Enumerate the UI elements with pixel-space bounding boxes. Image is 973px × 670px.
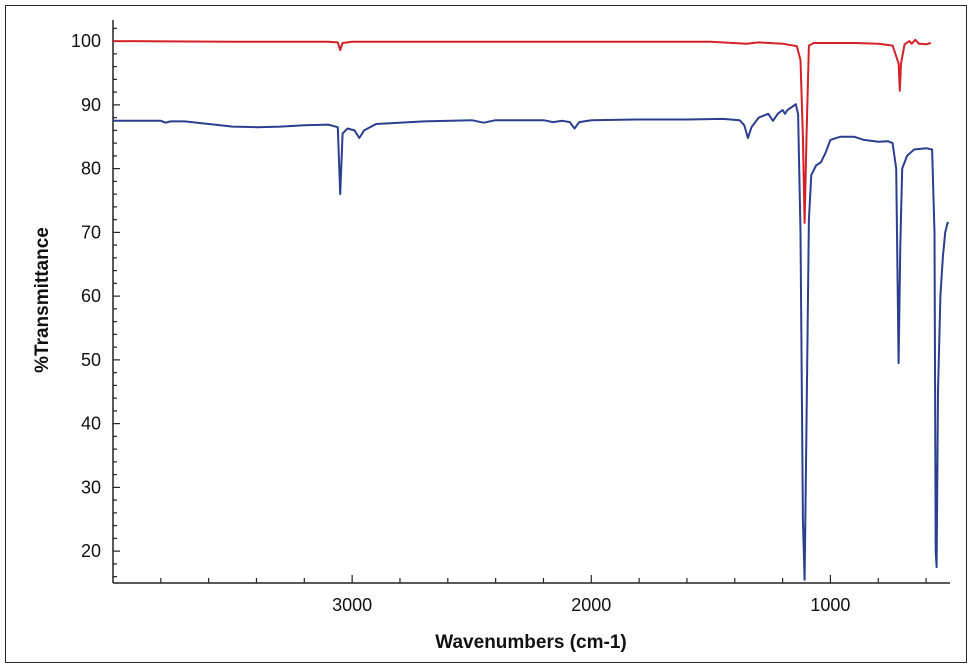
y-tick-label: 20 bbox=[81, 541, 101, 561]
x-axis-title: Wavenumbers (cm-1) bbox=[435, 632, 626, 653]
series-line-2 bbox=[113, 103, 949, 581]
x-tick-label: 2000 bbox=[571, 595, 611, 615]
y-tick-label: 40 bbox=[81, 414, 101, 434]
y-tick-label: 90 bbox=[81, 95, 101, 115]
axes: 100 90 80 70 60 50 40 30 20 3000 2000 1000 bbox=[71, 20, 950, 615]
series-line-1 bbox=[112, 38, 932, 224]
x-tick-label: 3000 bbox=[332, 595, 372, 615]
y-tick-label: 30 bbox=[81, 477, 101, 497]
y-axis-title: %Transmittance bbox=[32, 227, 53, 373]
y-tick-label: 50 bbox=[81, 350, 101, 370]
y-tick-label: 60 bbox=[81, 286, 101, 306]
y-tick-label: 80 bbox=[81, 159, 101, 179]
y-tick-label: 70 bbox=[81, 222, 101, 242]
y-tick-label: 100 bbox=[71, 31, 101, 51]
series-layer bbox=[112, 38, 949, 581]
x-tick-label: 1000 bbox=[810, 595, 850, 615]
